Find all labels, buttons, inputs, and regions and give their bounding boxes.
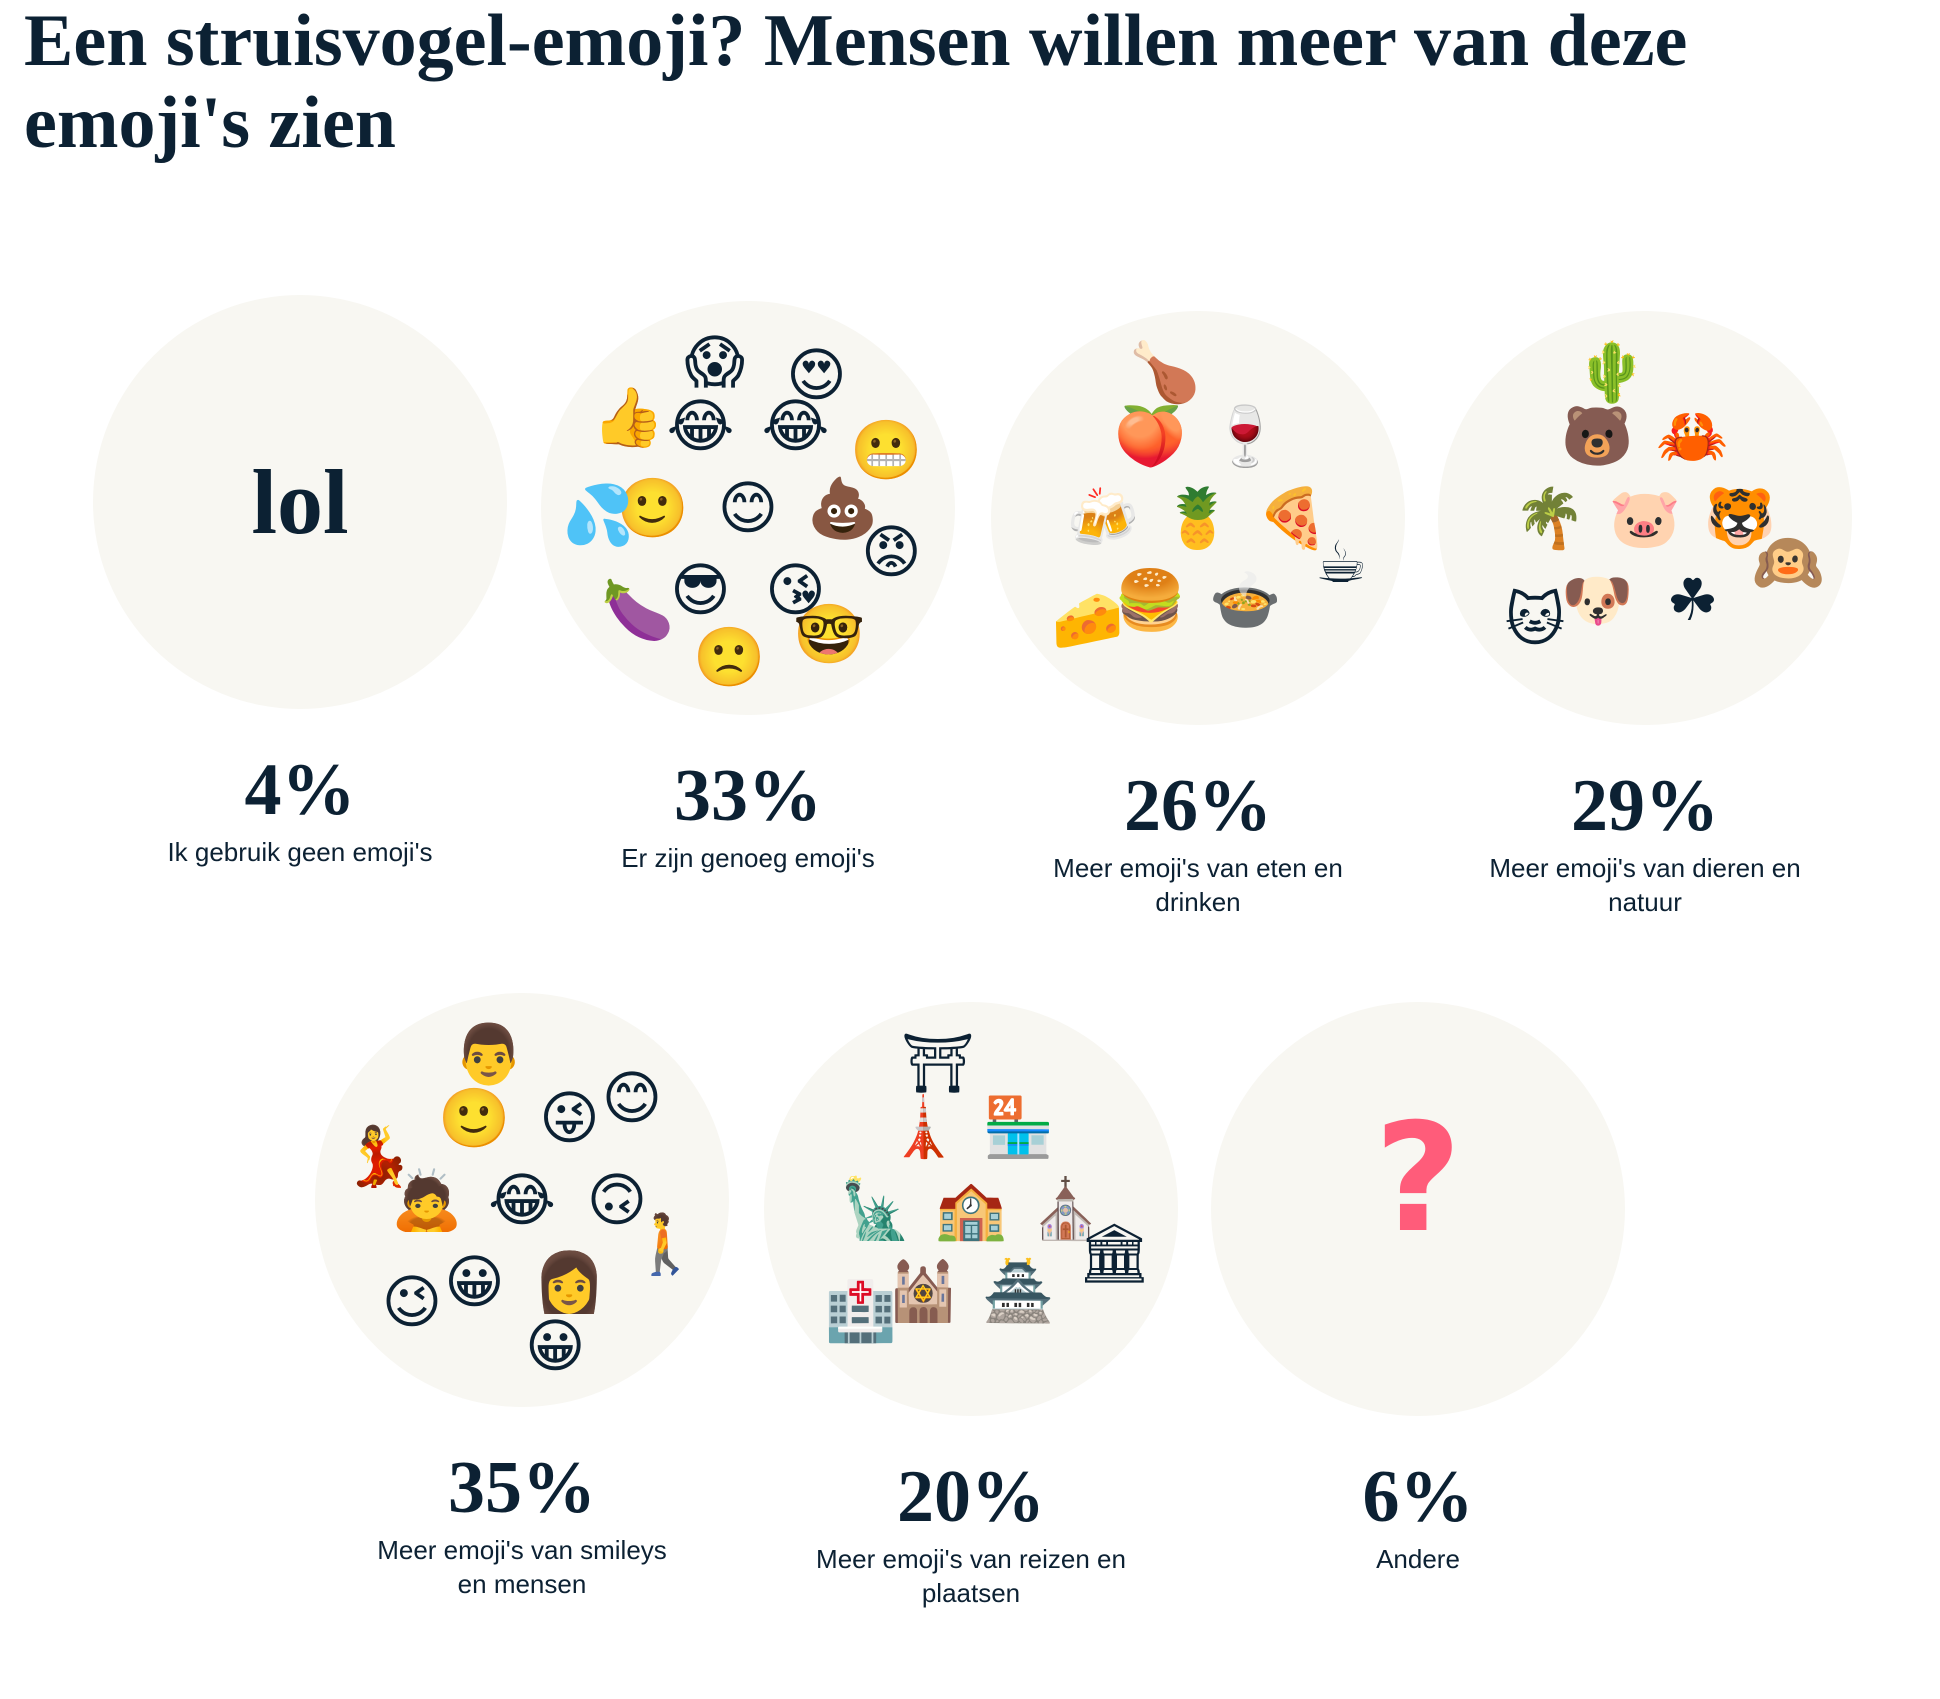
walking-person-icon: 🚶	[629, 1210, 702, 1279]
smiling-blush-icon: 😊	[601, 1064, 663, 1133]
answer-label: Meer emoji's van dieren en natuur	[1489, 853, 1801, 917]
dancer-icon: 💃	[342, 1121, 415, 1190]
answer-label: Meer emoji's van reizen en plaatsen	[816, 1544, 1126, 1608]
sunglasses-icon: 😎	[670, 556, 731, 625]
emoji-circle: 🐷 🐯 ☘ 🐶 🌴 🐻 🦀 🙉 🐱 🌵	[1438, 311, 1852, 725]
pig-icon: 🐷	[1608, 484, 1682, 552]
wine-glass-icon: 🍷	[1209, 401, 1282, 470]
page-title: Een struisvogel-emoji? Mensen willen mee…	[24, 0, 1688, 164]
answer-label: Er zijn genoeg emoji's	[621, 843, 875, 873]
coffee-icon: ☕	[1315, 528, 1368, 597]
nerd-icon: 🤓	[793, 600, 866, 669]
answer-label: Ik gebruik geen emoji's	[167, 837, 433, 867]
cheese-icon: 🧀	[1051, 585, 1125, 654]
slightly-smiling-icon: 🙂	[616, 474, 690, 542]
answer-label: Meer emoji's van eten en drinken	[1053, 853, 1343, 917]
monkey-icon: 🙉	[1752, 528, 1825, 597]
angry-icon: 😡	[861, 518, 922, 587]
emoji-circle: 😂 🙃 👩 😀 🙇 🙂 😜 🚶 😀 😉 💃 👨 😊	[315, 993, 729, 1407]
percent-value: 26%	[1124, 765, 1272, 847]
tokyo-tower-icon: 🗼	[887, 1092, 960, 1161]
grimacing-icon: 😬	[850, 415, 923, 484]
tears-of-joy-icon: 😂	[488, 1166, 556, 1234]
grinning-icon: 😀	[444, 1248, 505, 1317]
woman-icon: 👩	[533, 1248, 606, 1317]
upside-down-icon: 🙃	[586, 1166, 648, 1234]
bear-icon: 🐻	[1561, 401, 1634, 470]
poop-icon: 💩	[806, 474, 880, 542]
crab-icon: 🦀	[1656, 401, 1729, 470]
synagogue-icon: 🕍	[887, 1257, 960, 1326]
question-mark-icon: ?	[1374, 1092, 1462, 1266]
emoji-circle: 🏫 ⛪ 🏯 🕍 🗽 🗼 🏪 🏛 🏥 ⛩	[764, 1002, 1178, 1416]
pizza-icon: 🍕	[1256, 484, 1330, 552]
tears-of-joy-icon: 😂	[666, 391, 735, 460]
lol-text: lol	[251, 451, 349, 553]
shamrock-icon: ☘	[1666, 566, 1719, 635]
bowing-person-icon: 🙇	[390, 1166, 464, 1234]
sweat-drops-icon: 💦	[562, 481, 635, 550]
winking-tongue-icon: 😜	[539, 1083, 600, 1152]
percent-value: 33%	[674, 755, 822, 837]
dog-icon: 🐶	[1561, 566, 1634, 635]
grinning-icon: 😀	[525, 1312, 586, 1381]
percent-value: 29%	[1571, 765, 1719, 847]
percent-value: 4%	[244, 749, 356, 831]
smiling-blush-icon: 😊	[717, 474, 779, 542]
shop-icon: 🏪	[982, 1092, 1055, 1161]
school-icon: 🏫	[934, 1175, 1008, 1243]
answer-label: Meer emoji's van smileys en mensen	[377, 1535, 667, 1599]
eggplant-icon: 🍆	[601, 575, 675, 644]
church-icon: ⛪	[1029, 1175, 1103, 1243]
hamburger-icon: 🍔	[1114, 566, 1187, 635]
pineapple-icon: 🍍	[1161, 484, 1235, 552]
emoji-circle: 🍍 🍕 🍲 🍔 🍻 🍑 🍷 ☕ 🧀 🍗	[991, 311, 1405, 725]
kissing-heart-icon: 😘	[765, 556, 826, 625]
answer-label: Andere	[1376, 1544, 1460, 1574]
statue-of-liberty-icon: 🗽	[839, 1175, 913, 1243]
percent-value: 35%	[448, 1447, 596, 1529]
classical-building-icon: 🏛	[1077, 1219, 1152, 1288]
hospital-icon: 🏥	[824, 1276, 898, 1345]
man-icon: 👨	[452, 1019, 525, 1088]
heart-eyes-icon: 😍	[786, 340, 847, 409]
frowning-icon: 🙁	[693, 622, 766, 691]
percent-value: 20%	[897, 1456, 1045, 1538]
tiger-icon: 🐯	[1703, 484, 1777, 552]
slightly-smiling-icon: 🙂	[438, 1083, 511, 1152]
wink-icon: 😉	[381, 1267, 443, 1336]
cat-icon: 🐱	[1504, 585, 1566, 654]
torii-icon: ⛩	[900, 1028, 975, 1097]
castle-icon: 🏯	[982, 1257, 1055, 1326]
screaming-icon: 😱	[684, 327, 745, 396]
palm-tree-icon: 🌴	[1513, 484, 1587, 552]
beer-mugs-icon: 🍻	[1066, 484, 1140, 552]
emoji-circle: ?	[1211, 1002, 1625, 1416]
peach-icon: 🍑	[1114, 401, 1187, 470]
percent-value: 6%	[1362, 1456, 1474, 1538]
tears-of-joy-icon: 😂	[761, 391, 830, 460]
emoji-circle: lol	[93, 295, 507, 709]
stew-icon: 🍲	[1209, 566, 1282, 635]
emoji-circle: 😊 💩 😘 😎 🙂 😂 😂 😡 🤓 🙁 🍆 💦 👍 😱 😍 😬	[541, 301, 955, 715]
cactus-icon: 🌵	[1575, 337, 1648, 406]
poultry-leg-icon: 🍗	[1128, 337, 1201, 406]
thumbs-up-icon: 👍	[592, 383, 665, 452]
